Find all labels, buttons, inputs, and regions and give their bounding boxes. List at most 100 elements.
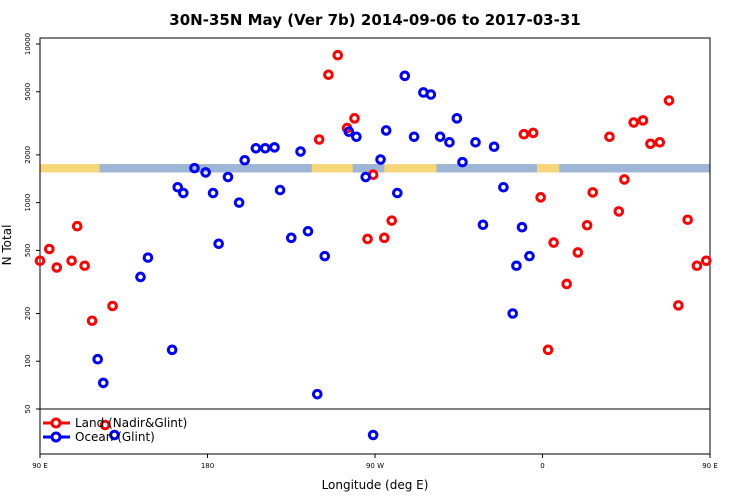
x-tick-label: 0 bbox=[540, 462, 544, 470]
ocean-point bbox=[477, 219, 489, 231]
land-point bbox=[654, 137, 666, 148]
land-point bbox=[619, 174, 630, 185]
land-point bbox=[107, 300, 118, 312]
land-point bbox=[673, 300, 684, 311]
land-point bbox=[99, 419, 111, 431]
x-axis-label: Longitude (deg E) bbox=[322, 478, 429, 492]
ocean-point bbox=[434, 131, 446, 143]
ocean-point bbox=[360, 171, 371, 183]
land-point bbox=[66, 255, 77, 267]
ocean-point bbox=[142, 252, 154, 263]
y-tick-label: 2000 bbox=[24, 146, 32, 164]
ocean-point bbox=[207, 187, 219, 199]
ocean-point bbox=[351, 131, 362, 143]
land-point bbox=[637, 115, 649, 126]
ocean-point bbox=[444, 137, 455, 148]
ocean-point bbox=[507, 308, 519, 319]
x-tick-label: 90 W bbox=[366, 462, 384, 470]
ocean-point bbox=[109, 429, 120, 441]
ocean-point bbox=[233, 197, 245, 208]
ocean-point bbox=[222, 171, 234, 183]
land-point bbox=[79, 260, 90, 272]
y-tick-label: 1000 bbox=[24, 194, 32, 212]
land-point bbox=[535, 192, 546, 203]
legend: Land (Nadir&Glint) Ocean (Glint) bbox=[43, 416, 187, 444]
y-tick-label: 10000 bbox=[24, 33, 32, 55]
land-point bbox=[71, 220, 83, 232]
land-point bbox=[313, 134, 325, 145]
land-point bbox=[663, 95, 675, 106]
land-point bbox=[386, 215, 398, 226]
ocean-point bbox=[172, 181, 184, 193]
ocean-point bbox=[312, 388, 323, 400]
y-axis: 50 100 200 500 1000 2000 5000 10000 bbox=[24, 33, 40, 414]
land-point bbox=[51, 262, 63, 273]
ocean-point bbox=[239, 154, 251, 166]
ocean-point bbox=[97, 377, 109, 389]
ocean-point bbox=[498, 181, 509, 193]
ocean-point bbox=[392, 187, 403, 199]
ocean-point bbox=[375, 154, 386, 165]
land-point bbox=[628, 117, 639, 128]
ocean-point bbox=[425, 89, 437, 100]
land-point bbox=[700, 255, 712, 267]
chart-title: 30N-35N May (Ver 7b) 2014-09-06 to 2017-… bbox=[169, 11, 580, 29]
ocean-point bbox=[380, 125, 392, 136]
y-axis-label: N Total bbox=[0, 225, 14, 266]
ocean-point bbox=[516, 221, 528, 233]
land-point bbox=[542, 344, 554, 356]
ocean-point bbox=[457, 156, 468, 168]
ocean-point bbox=[213, 238, 224, 250]
land-point bbox=[548, 237, 559, 248]
land-point bbox=[581, 219, 593, 231]
ocean-band bbox=[559, 164, 710, 173]
ocean-point bbox=[250, 143, 262, 154]
land-point bbox=[518, 128, 530, 140]
ocean-point bbox=[451, 113, 463, 124]
ocean-point bbox=[135, 271, 146, 283]
land-point bbox=[34, 255, 46, 267]
x-tick-label: 180 bbox=[201, 462, 214, 470]
ocean-point bbox=[200, 167, 211, 178]
land-point bbox=[44, 243, 55, 255]
ocean-point bbox=[399, 70, 411, 82]
land-point bbox=[362, 233, 373, 245]
y-tick-label: 50 bbox=[24, 405, 32, 414]
ocean-point bbox=[285, 232, 297, 244]
ocean-band bbox=[436, 164, 537, 173]
legend-ocean-label: Ocean (Glint) bbox=[75, 430, 155, 444]
ocean-point bbox=[269, 142, 280, 153]
ocean-point bbox=[189, 162, 200, 174]
ocean-point bbox=[319, 250, 331, 262]
land-point bbox=[572, 247, 584, 258]
ocean-point bbox=[511, 260, 522, 272]
ocean-point bbox=[295, 146, 306, 157]
ocean-point bbox=[408, 131, 420, 143]
land-point bbox=[332, 49, 344, 61]
ocean-point bbox=[488, 141, 500, 153]
ocean-point bbox=[343, 126, 355, 137]
land-point bbox=[645, 138, 656, 150]
ocean-point bbox=[166, 344, 178, 356]
legend-land-marker bbox=[50, 417, 62, 429]
land-point bbox=[379, 232, 390, 244]
ocean-band bbox=[352, 164, 385, 173]
y-tick-label: 100 bbox=[24, 355, 32, 368]
ocean-point bbox=[302, 225, 314, 237]
x-tick-label: 90 E bbox=[702, 462, 718, 470]
land-point bbox=[613, 206, 625, 217]
y-tick-label: 200 bbox=[24, 307, 32, 320]
ocean-point bbox=[524, 250, 535, 262]
y-tick-label: 500 bbox=[24, 244, 32, 257]
ocean-point bbox=[274, 184, 286, 196]
y-tick-label: 5000 bbox=[24, 83, 32, 101]
ocean-point bbox=[259, 143, 271, 154]
land-point bbox=[682, 214, 693, 226]
legend-ocean-marker bbox=[50, 431, 62, 443]
land-point bbox=[86, 315, 98, 327]
x-axis: 90 E 180 90 W 0 90 E bbox=[32, 454, 718, 470]
ocean-point bbox=[92, 353, 103, 365]
land-point bbox=[561, 278, 572, 290]
